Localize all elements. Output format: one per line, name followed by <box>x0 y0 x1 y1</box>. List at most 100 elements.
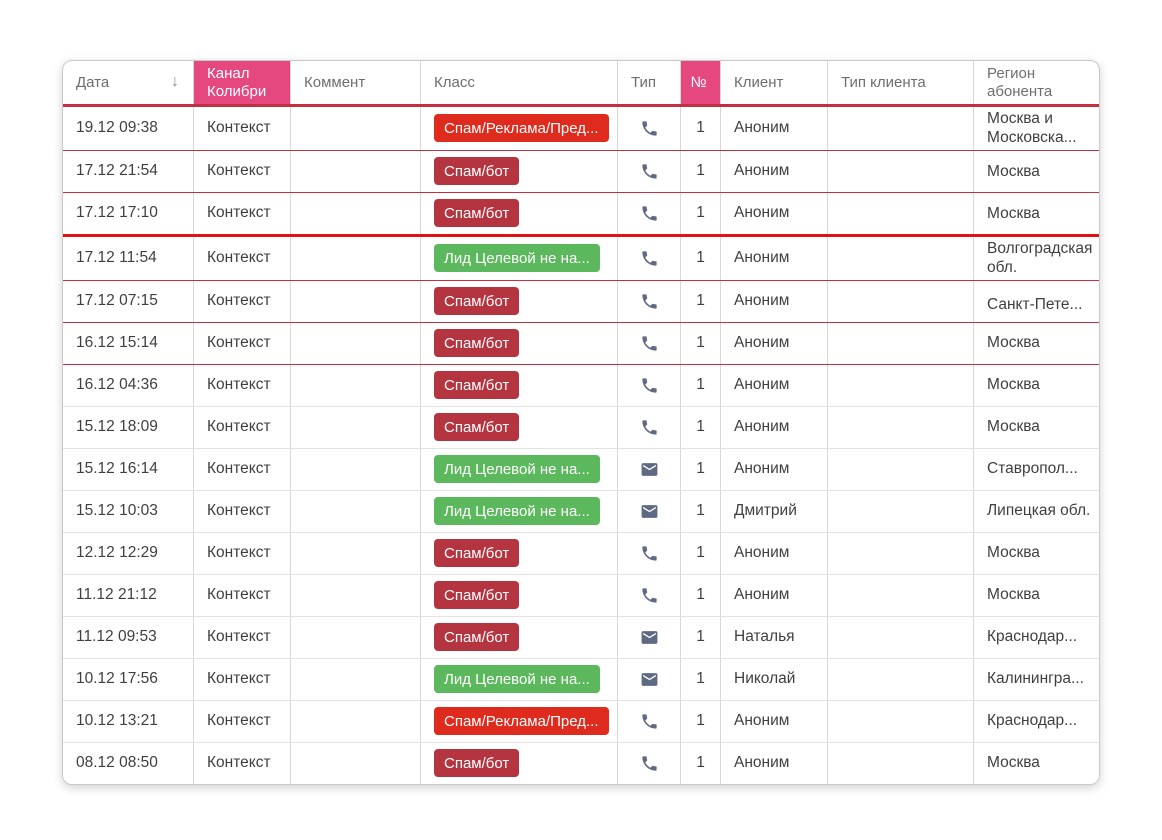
column-header-region[interactable]: Регион абонента <box>987 65 1053 100</box>
cell-client: Аноним <box>721 406 828 448</box>
cell-number: 1 <box>681 574 721 616</box>
phone-call-icon <box>641 164 657 179</box>
table-row[interactable]: 15.12 10:03 Контекст Лид Целевой не на..… <box>63 489 1099 532</box>
class-badge[interactable]: Спам/бот <box>434 413 520 441</box>
cell-comment <box>291 107 421 150</box>
class-badge[interactable]: Спам/бот <box>434 329 520 357</box>
class-badge[interactable]: Спам/бот <box>434 539 520 567</box>
table-row[interactable]: 17.12 07:15 Контекст Спам/бот 1 Аноним С… <box>63 279 1099 322</box>
class-badge[interactable]: Спам/бот <box>434 371 520 399</box>
cell-comment <box>291 574 421 616</box>
cell-client: Аноним <box>721 280 828 322</box>
class-badge[interactable]: Спам/бот <box>434 199 520 228</box>
cell-channel: Контекст <box>194 532 291 574</box>
class-badge[interactable]: Спам/Реклама/Пред... <box>434 114 609 143</box>
phone-call-icon <box>641 419 657 435</box>
cell-client: Аноним <box>721 742 828 784</box>
column-header-comment[interactable]: Коммент <box>291 61 421 104</box>
class-badge[interactable]: Спам/бот <box>434 157 520 186</box>
cell-type <box>618 406 681 448</box>
cell-class: Спам/бот <box>421 150 618 192</box>
cell-comment <box>291 742 421 784</box>
cell-type <box>618 616 681 658</box>
cell-number: 1 <box>681 236 721 280</box>
cell-client-type <box>828 192 974 234</box>
cell-type <box>618 700 681 742</box>
cell-channel: Контекст <box>194 364 291 406</box>
table-row[interactable]: 08.12 08:50 Контекст Спам/бот 1 Аноним М… <box>63 741 1099 784</box>
cell-region: Краснодар... <box>987 712 1078 730</box>
cell-number: 1 <box>681 107 721 150</box>
table-row[interactable]: 11.12 21:12 Контекст Спам/бот 1 Аноним М… <box>63 573 1099 616</box>
cell-region: Москва <box>987 162 1040 180</box>
table-row[interactable]: 17.12 17:10 Контекст Спам/бот 1 Аноним М… <box>63 191 1099 234</box>
class-badge[interactable]: Спам/бот <box>434 749 520 777</box>
cell-channel: Контекст <box>194 236 291 280</box>
class-badge[interactable]: Лид Целевой не на... <box>434 244 600 273</box>
table-row[interactable]: 12.12 12:29 Контекст Спам/бот 1 Аноним М… <box>63 531 1099 574</box>
table-row[interactable]: 10.12 13:21 Контекст Спам/Реклама/Пред..… <box>63 699 1099 742</box>
table-body: 19.12 09:38 Контекст Спам/Реклама/Пред..… <box>63 106 1099 784</box>
phone-call-icon <box>641 755 657 771</box>
table-row[interactable]: 17.12 21:54 Контекст Спам/бот 1 Аноним М… <box>63 149 1099 192</box>
cell-client: Наталья <box>721 616 828 658</box>
cell-date: 15.12 18:09 <box>63 406 194 448</box>
cell-class: Лид Целевой не на... <box>421 490 618 532</box>
cell-client: Аноним <box>721 192 828 234</box>
column-header-type[interactable]: Тип <box>618 61 681 104</box>
cell-number: 1 <box>681 364 721 406</box>
class-badge[interactable]: Лид Целевой не на... <box>434 665 600 693</box>
class-badge[interactable]: Спам/бот <box>434 287 520 315</box>
cell-client: Аноним <box>721 574 828 616</box>
table-row[interactable]: 16.12 15:14 Контекст Спам/бот 1 Аноним М… <box>63 321 1099 364</box>
column-header-client-type[interactable]: Тип клиента <box>828 61 974 104</box>
cell-channel: Контекст <box>194 616 291 658</box>
table-row[interactable]: 10.12 17:56 Контекст Лид Целевой не на..… <box>63 657 1099 700</box>
cell-type <box>618 150 681 192</box>
cell-comment <box>291 192 421 234</box>
cell-comment <box>291 236 421 280</box>
cell-date: 11.12 09:53 <box>63 616 194 658</box>
class-badge[interactable]: Спам/Реклама/Пред... <box>434 707 609 735</box>
column-header-class[interactable]: Класс <box>421 61 618 104</box>
class-badge[interactable]: Лид Целевой не на... <box>434 455 600 483</box>
cell-client-type <box>828 322 974 364</box>
column-header-number[interactable]: № <box>681 61 721 104</box>
cell-number: 1 <box>681 700 721 742</box>
cell-comment <box>291 322 421 364</box>
calls-table: Дата ↓ Канал Колибри Коммент Класс Тип №… <box>62 60 1100 785</box>
cell-number: 1 <box>681 742 721 784</box>
cell-date: 19.12 09:38 <box>63 107 194 150</box>
phone-call-icon <box>641 206 657 221</box>
cell-type <box>618 107 681 150</box>
email-icon <box>641 630 657 644</box>
cell-client: Аноним <box>721 532 828 574</box>
class-badge[interactable]: Спам/бот <box>434 623 520 651</box>
cell-type <box>618 236 681 280</box>
cell-class: Спам/бот <box>421 742 618 784</box>
class-badge[interactable]: Лид Целевой не на... <box>434 497 600 525</box>
column-header-client[interactable]: Клиент <box>721 61 828 104</box>
cell-date: 17.12 07:15 <box>63 280 194 322</box>
table-row[interactable]: 17.12 11:54 Контекст Лид Целевой не на..… <box>63 233 1099 280</box>
table-row[interactable]: 16.12 04:36 Контекст Спам/бот 1 Аноним М… <box>63 363 1099 406</box>
column-header-channel[interactable]: Канал Колибри <box>194 61 291 104</box>
cell-date: 12.12 12:29 <box>63 532 194 574</box>
cell-class: Спам/бот <box>421 280 618 322</box>
cell-region: Москва <box>987 418 1040 436</box>
cell-channel: Контекст <box>194 448 291 490</box>
cell-date: 10.12 17:56 <box>63 658 194 700</box>
table-row[interactable]: 15.12 16:14 Контекст Лид Целевой не на..… <box>63 447 1099 490</box>
cell-comment <box>291 448 421 490</box>
column-header-date[interactable]: Дата ↓ <box>63 61 194 104</box>
cell-channel: Контекст <box>194 150 291 192</box>
cell-class: Спам/бот <box>421 574 618 616</box>
cell-client: Дмитрий <box>721 490 828 532</box>
table-row[interactable]: 19.12 09:38 Контекст Спам/Реклама/Пред..… <box>63 106 1099 150</box>
cell-channel: Контекст <box>194 490 291 532</box>
table-row[interactable]: 11.12 09:53 Контекст Спам/бот 1 Наталья … <box>63 615 1099 658</box>
table-row[interactable]: 15.12 18:09 Контекст Спам/бот 1 Аноним М… <box>63 405 1099 448</box>
class-badge[interactable]: Спам/бот <box>434 581 520 609</box>
cell-channel: Контекст <box>194 406 291 448</box>
cell-client: Аноним <box>721 107 828 150</box>
